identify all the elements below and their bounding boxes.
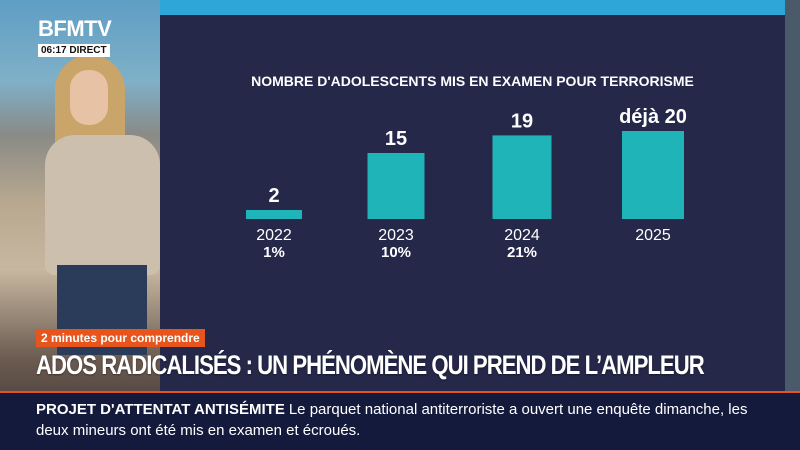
value-label-2024: 19: [511, 110, 533, 132]
percent-label-2022: 1%: [263, 244, 285, 261]
brand-name: BFMTV: [38, 16, 112, 41]
percent-label-2024: 21%: [507, 244, 537, 261]
ticker-text: Le parquet national antiterroriste a ouv…: [36, 401, 748, 439]
clock: 06:17: [41, 45, 67, 56]
category-label-2022: 2022: [256, 227, 292, 244]
category-label-2023: 2023: [378, 227, 414, 244]
ticker-label: PROJET D'ATTENTAT ANTISÉMITE: [36, 401, 285, 418]
studio-edge: [785, 0, 800, 393]
chart-title: NOMBRE D'ADOLESCENTS MIS EN EXAMEN POUR …: [251, 73, 694, 89]
segment-tag: 2 minutes pour comprendre: [36, 329, 205, 347]
screen-top-bar: [160, 0, 800, 15]
news-ticker: PROJET D'ATTENTAT ANTISÉMITE Le parquet n…: [0, 391, 800, 450]
presenter: [45, 55, 170, 355]
percent-label-2023: 10%: [381, 244, 411, 261]
category-label-2024: 2024: [504, 227, 540, 244]
value-label-2025: déjà 20: [619, 106, 687, 128]
bar-2024: [492, 135, 552, 219]
live-indicator: 06:17 DIRECT: [38, 44, 110, 57]
bar-2022: [246, 210, 302, 219]
headline: ADOS RADICALISÉS : UN PHÉNOMÈNE QUI PREN…: [36, 350, 705, 380]
value-label-2022: 2: [268, 185, 279, 207]
bar-2025: [622, 131, 684, 219]
channel-logo: BFMTV 06:17 DIRECT: [38, 18, 116, 58]
direct-label: DIRECT: [69, 45, 107, 56]
value-label-2023: 15: [385, 128, 407, 150]
bar-2023: [367, 153, 425, 219]
category-label-2025: 2025: [635, 227, 671, 244]
